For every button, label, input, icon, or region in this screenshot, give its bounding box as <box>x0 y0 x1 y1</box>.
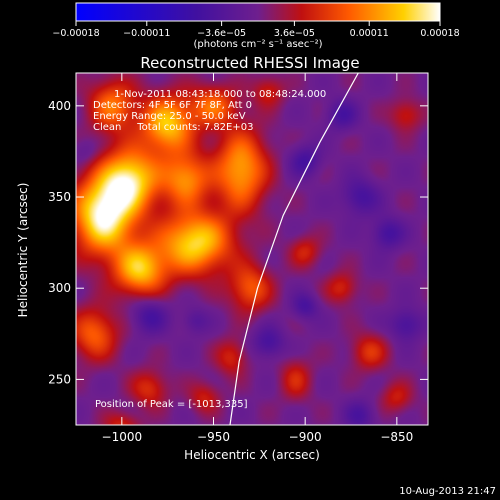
colorbar-tick-label-3: 3.6e−05 <box>274 28 315 39</box>
colorbar-tick-label-0: −0.00018 <box>52 28 99 39</box>
colorbar-tick-label-1: −0.00011 <box>123 28 170 39</box>
colorbar-ticks: −0.00018 −0.00011 −3.6e−05 3.6e−05 0.00011 0.… <box>52 21 460 39</box>
colorbar-tick-label-5: 0.00018 <box>420 28 459 39</box>
plot-frame <box>75 72 429 426</box>
peak-position-label: Position of Peak = [-1013,335] <box>95 399 248 410</box>
chart-title: Reconstructed RHESSI Image <box>140 54 359 72</box>
colorbar: −0.00018 −0.00011 −3.6e−05 3.6e−05 0.00011 0.… <box>52 2 460 50</box>
axis-ticks: −1000 −950 −900 −850 250 300 350 400 <box>48 73 428 444</box>
annotation-energy-range: Energy Range: 25.0 - 50.0 keV <box>93 111 246 122</box>
y-tick-label-2: 350 <box>48 190 71 204</box>
annotation-time-range: 1-Nov-2011 08:43:18.000 to 08:48:24.000 <box>114 89 326 100</box>
colorbar-tick-label-2: −3.6e−05 <box>197 28 246 39</box>
y-tick-label-3: 400 <box>48 99 71 113</box>
y-tick-label-1: 300 <box>48 281 71 295</box>
x-axis-label: Heliocentric X (arcsec) <box>184 448 320 462</box>
y-tick-label-0: 250 <box>48 372 71 386</box>
y-axis-label: Heliocentric Y (arcsec) <box>16 183 30 318</box>
plot-area: 1-Nov-2011 08:43:18.000 to 08:48:24.000 … <box>48 72 429 444</box>
x-tick-label-2: −900 <box>289 430 322 444</box>
x-tick-label-1: −950 <box>197 430 230 444</box>
solar-limb-line <box>229 73 359 425</box>
heatmap-container <box>76 73 428 425</box>
colorbar-frame <box>75 2 441 22</box>
colorbar-gradient <box>76 3 440 21</box>
footer-timestamp: 10-Aug-2013 21:47 <box>399 486 496 497</box>
annotation-clean-counts: Clean Total counts: 7.82E+03 <box>93 122 253 133</box>
colorbar-tick-label-4: 0.00011 <box>350 28 389 39</box>
x-tick-label-3: −850 <box>380 430 413 444</box>
colorbar-unit-label: (photons cm⁻² s⁻¹ asec⁻²) <box>193 39 322 50</box>
annotation-detectors: Detectors: 4F 5F 6F 7F 8F, Att 0 <box>93 100 252 111</box>
heatmap-image <box>76 73 428 425</box>
x-tick-label-0: −1000 <box>102 430 143 444</box>
